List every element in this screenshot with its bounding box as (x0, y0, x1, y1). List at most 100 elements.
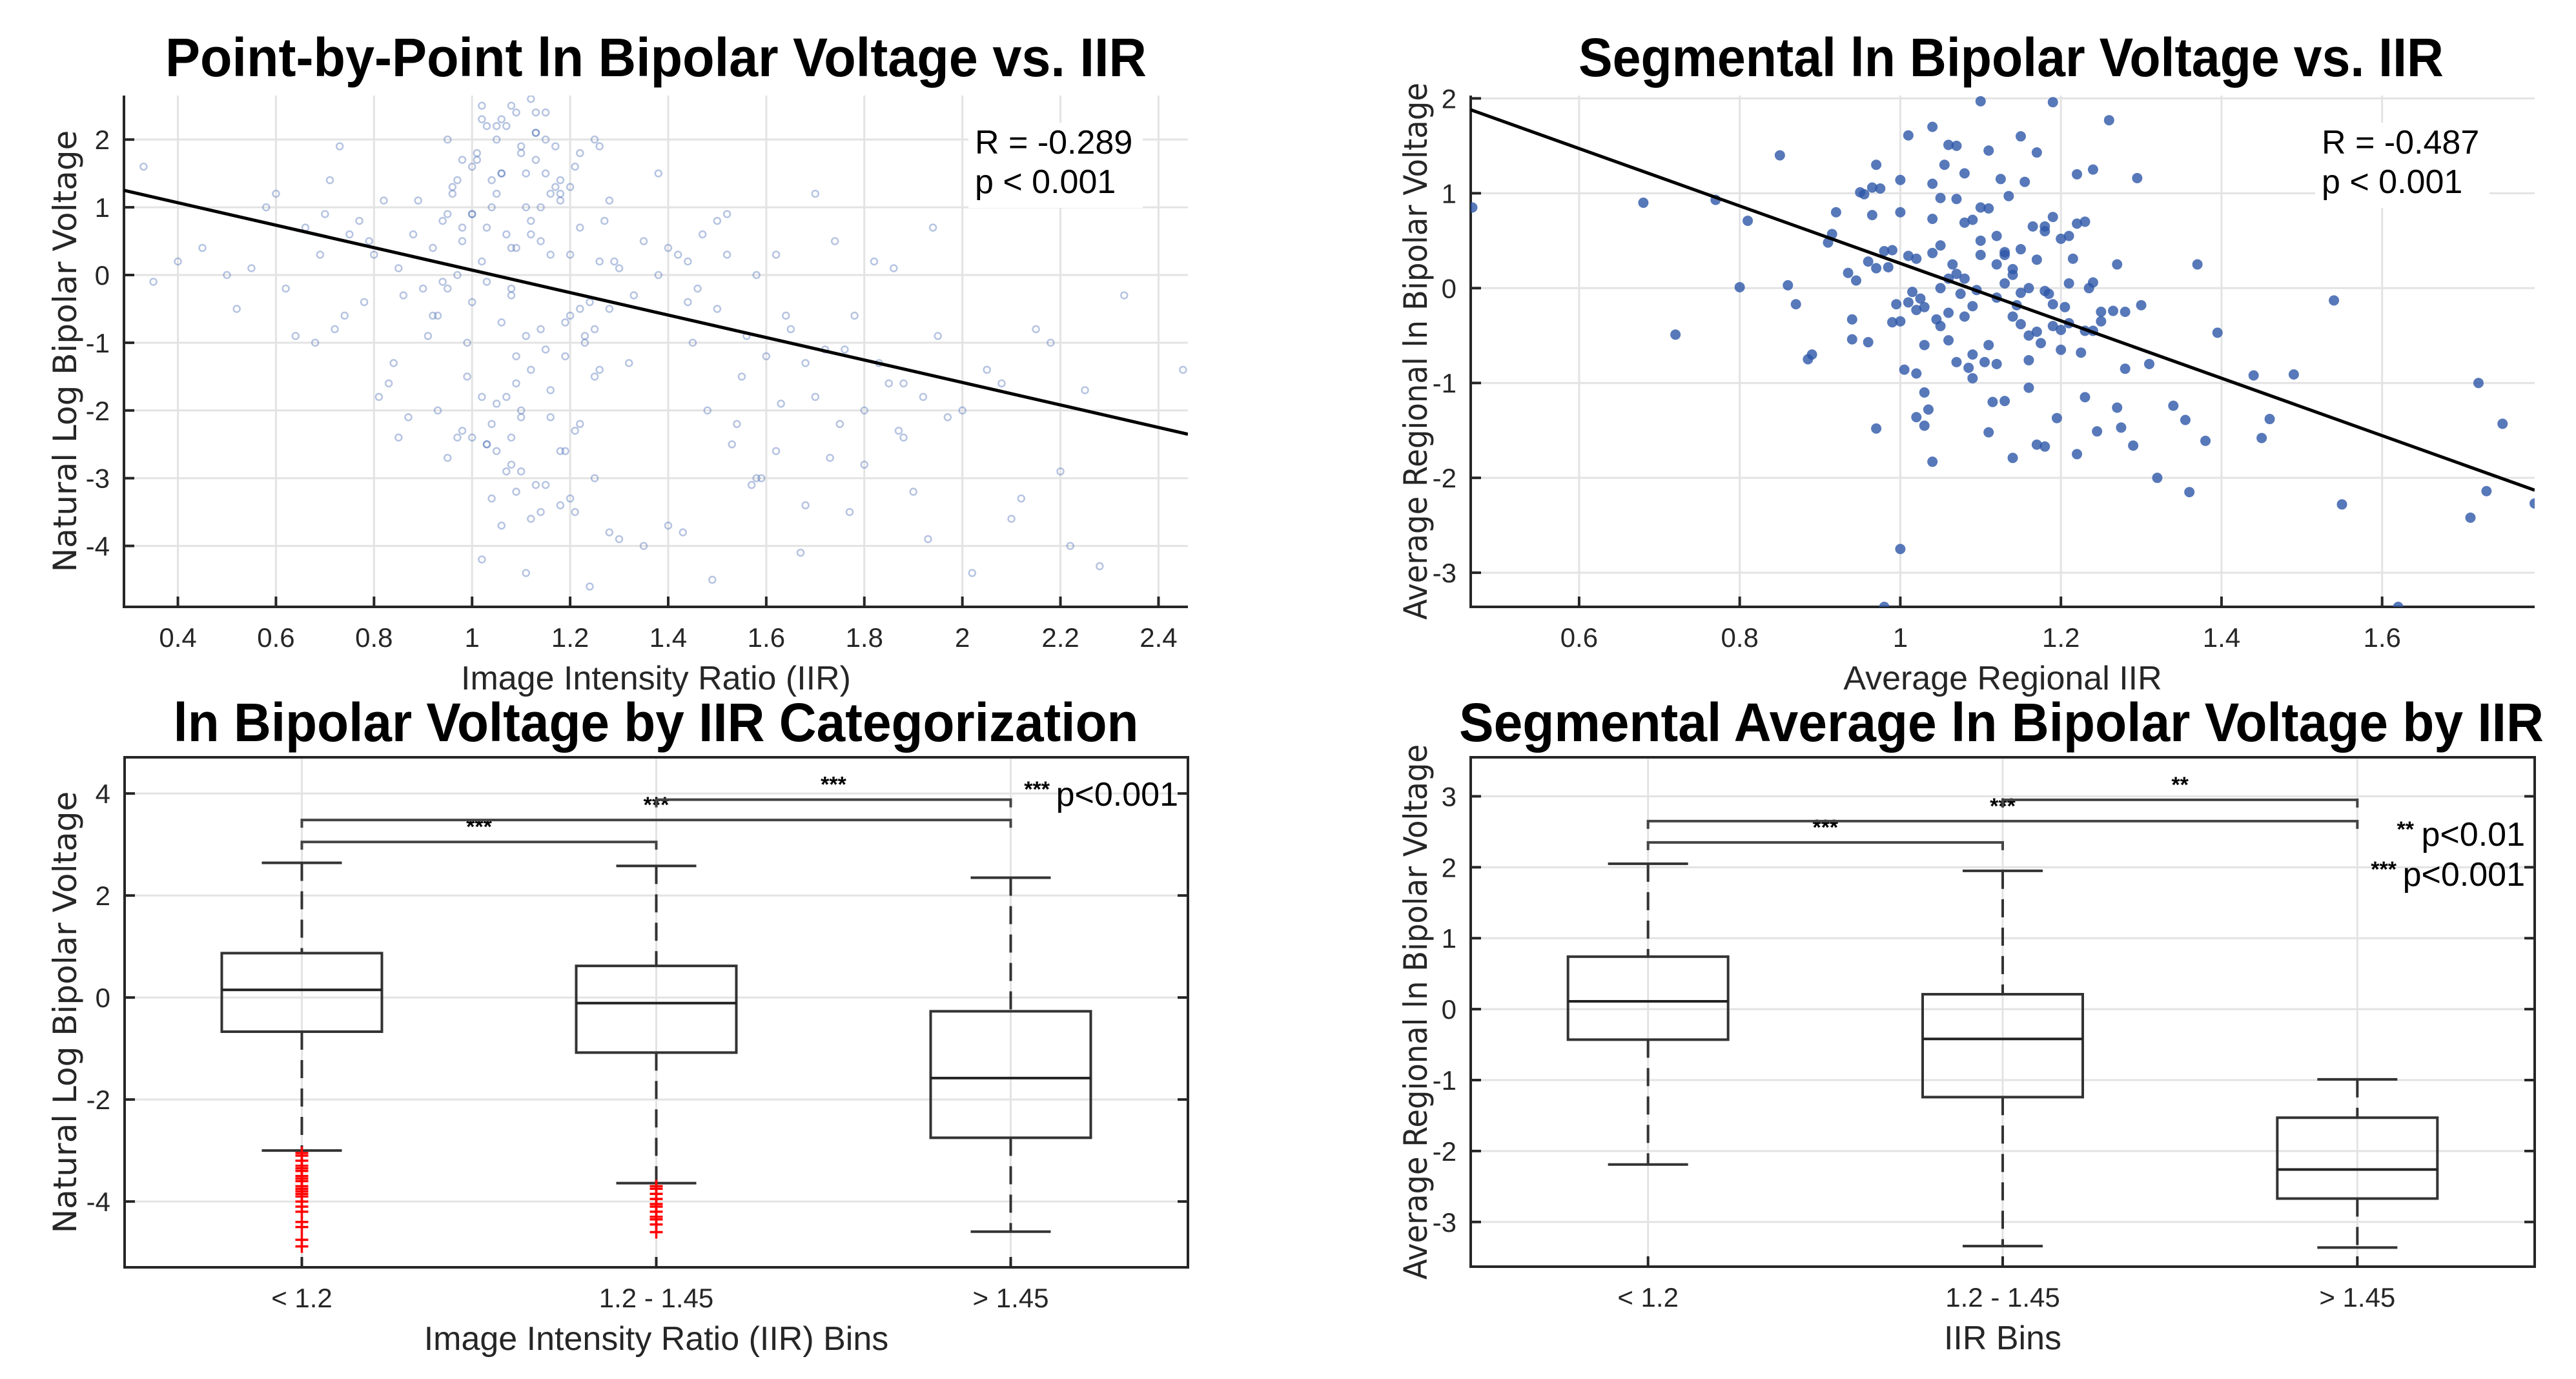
interquartile-box (1566, 955, 1730, 1041)
chart-title: Segmental ln Bipolar Voltage vs. IIR (1579, 27, 2444, 88)
y-tick-label: -4 (86, 531, 110, 562)
data-point (2051, 413, 2062, 424)
data-point (1939, 159, 1950, 170)
data-point (870, 257, 879, 266)
data-point (198, 243, 207, 252)
data-point (2023, 382, 2034, 393)
data-layer (1471, 96, 2535, 607)
data-point (2015, 287, 2026, 298)
data-point (247, 264, 256, 272)
box-2 (575, 864, 738, 1239)
data-point (698, 230, 707, 239)
interquartile-box (575, 965, 738, 1054)
data-point (2007, 311, 2018, 322)
significance-stars: *** (466, 815, 492, 839)
data-point (281, 284, 290, 293)
data-point (473, 148, 482, 158)
data-point (629, 291, 639, 300)
data-point (507, 101, 516, 110)
x-tick-label: 1.4 (2203, 622, 2240, 653)
data-point (1935, 283, 1946, 294)
data-point (595, 257, 604, 266)
data-point (467, 433, 476, 442)
data-point (566, 311, 575, 320)
y-tick-label: 0 (95, 260, 110, 291)
data-point (232, 305, 241, 313)
data-point (713, 216, 722, 225)
y-tick-label: -1 (1433, 368, 1457, 398)
data-point (1903, 250, 1914, 261)
data-point (482, 223, 491, 232)
data-point (1935, 192, 1946, 203)
data-point (2072, 169, 2083, 179)
box-2 (1921, 869, 2084, 1248)
data-point (497, 169, 506, 178)
data-point (2067, 253, 2078, 264)
data-point (1991, 259, 2002, 270)
data-point (2015, 131, 2026, 142)
x-tick-label: 0.8 (1721, 622, 1758, 653)
data-point (443, 135, 452, 144)
data-point (1919, 301, 1930, 312)
data-point (811, 393, 820, 402)
data-point (458, 427, 467, 435)
data-point (1983, 427, 1994, 438)
data-point (1806, 349, 1817, 360)
data-point (733, 420, 741, 429)
data-point (2023, 354, 2034, 365)
data-point (522, 203, 530, 212)
data-point (1066, 542, 1074, 550)
data-point (909, 487, 917, 496)
data-point (399, 291, 408, 300)
data-point (968, 569, 977, 577)
significance-bracket (2001, 798, 2359, 808)
data-point (801, 501, 810, 509)
data-point (679, 528, 688, 536)
data-point (546, 413, 555, 422)
data-point (1923, 404, 1934, 415)
x-axis-label: Image Intensity Ratio (IIR) (461, 660, 851, 697)
data-point (2056, 344, 2067, 355)
data-point (443, 284, 452, 293)
data-point (1943, 307, 1954, 318)
data-point (684, 298, 692, 307)
data-point (1179, 365, 1187, 374)
data-point (531, 128, 540, 137)
data-point (713, 305, 722, 313)
x-axis-label: IIR Bins (1944, 1320, 2061, 1357)
data-point (374, 393, 383, 402)
data-point (1927, 456, 1938, 467)
data-point (487, 420, 496, 429)
data-point (590, 325, 599, 334)
data-point (2031, 147, 2042, 158)
significance-bracket (300, 819, 1012, 828)
data-point (2060, 301, 2070, 312)
data-point (2063, 278, 2074, 289)
data-point (2047, 97, 2058, 108)
y-tick-label: 4 (96, 779, 110, 809)
data-point (1911, 368, 1922, 379)
data-point (551, 142, 560, 150)
significance-stars: ** (2171, 773, 2189, 797)
data-point (1790, 299, 1801, 310)
data-point (639, 542, 648, 550)
data-point (801, 359, 810, 367)
interquartile-box (1921, 993, 2084, 1099)
data-point (1907, 287, 1918, 298)
data-point (728, 440, 736, 449)
regression-line (124, 189, 1188, 436)
p-legend-stars: *** (1024, 777, 1050, 802)
data-point (1995, 174, 2006, 185)
data-point (507, 433, 516, 442)
data-point (2031, 439, 2042, 450)
data-point (311, 338, 320, 347)
data-point (546, 250, 555, 259)
data-point (1951, 269, 1962, 280)
data-point (2003, 190, 2014, 201)
data-point (487, 203, 496, 212)
data-point (722, 250, 731, 259)
data-point (786, 325, 795, 334)
data-point (1983, 145, 1994, 156)
data-point (1951, 140, 1962, 151)
data-point (782, 311, 790, 320)
